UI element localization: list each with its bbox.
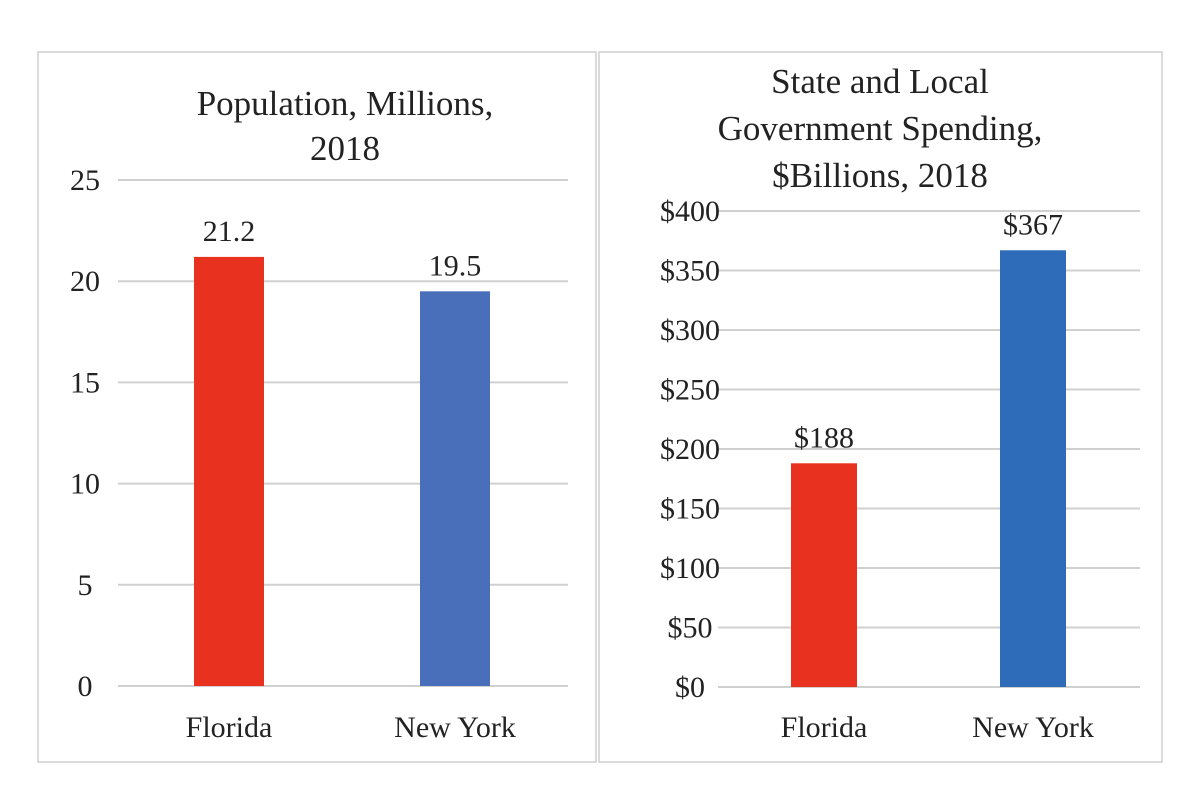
spending-chart-gridlines (718, 210, 1140, 688)
spending-chart-y-axis: $0 $50 $100 $150 $200 $250 $300 $350 $400 (660, 195, 720, 704)
spending-y-tick-label: $250 (660, 374, 720, 407)
population-chart-bars (194, 256, 490, 686)
spending-y-tick-label: $0 (675, 671, 705, 704)
population-chart-data-labels: 21.2 19.5 (203, 215, 482, 282)
population-data-label-new-york: 19.5 (429, 249, 482, 282)
population-y-tick-label: 0 (78, 670, 93, 703)
spending-chart-x-axis: Florida New York (781, 711, 1094, 744)
spending-y-tick-label: $400 (660, 195, 720, 228)
population-bar-new-york (420, 291, 490, 686)
population-y-tick-label: 5 (78, 569, 93, 602)
spending-y-tick-label: $350 (660, 255, 720, 288)
spending-chart-title-line-3: $Billions, 2018 (772, 156, 988, 195)
spending-bar-new-york (1000, 250, 1066, 687)
population-chart-x-axis: Florida New York (186, 711, 516, 744)
population-y-tick-label: 20 (70, 265, 100, 298)
spending-bar-florida (791, 463, 857, 687)
population-chart-gridlines (118, 179, 568, 687)
population-chart-title-line-1: Population, Millions, (197, 84, 494, 123)
spending-chart-bars (791, 250, 1066, 687)
population-bar-florida (194, 256, 264, 686)
population-y-tick-label: 10 (70, 468, 100, 501)
spending-y-tick-label: $100 (660, 552, 720, 585)
population-chart-title-line-2: 2018 (310, 129, 380, 168)
spending-data-label-florida: $188 (794, 421, 854, 454)
population-y-tick-label: 15 (70, 366, 100, 399)
population-category-label-florida: Florida (186, 711, 273, 744)
spending-data-label-new-york: $367 (1003, 208, 1063, 241)
spending-y-tick-label: $50 (668, 612, 713, 645)
spending-category-label-new-york: New York (972, 711, 1094, 744)
spending-chart: State and Local Government Spending, $Bi… (598, 51, 1163, 763)
population-y-tick-label: 25 (70, 164, 100, 197)
spending-chart-title-line-2: Government Spending, (718, 109, 1043, 148)
population-chart-y-axis: 0 5 10 15 20 25 (70, 164, 100, 703)
population-category-label-new-york: New York (394, 711, 516, 744)
spending-y-tick-label: $200 (660, 433, 720, 466)
spending-y-tick-label: $300 (660, 314, 720, 347)
population-chart: Population, Millions, 2018 0 5 10 15 20 25 21… (37, 51, 597, 763)
spending-chart-title-line-1: State and Local (771, 62, 989, 101)
spending-category-label-florida: Florida (781, 711, 868, 744)
population-data-label-florida: 21.2 (203, 215, 256, 248)
spending-chart-data-labels: $188 $367 (794, 208, 1063, 454)
population-chart-frame (37, 51, 597, 763)
spending-y-tick-label: $150 (660, 493, 720, 526)
spending-chart-frame (598, 51, 1163, 763)
